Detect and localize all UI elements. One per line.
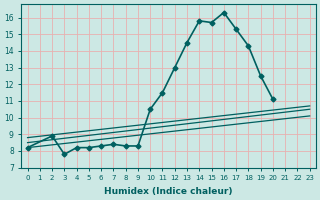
X-axis label: Humidex (Indice chaleur): Humidex (Indice chaleur)	[104, 187, 233, 196]
